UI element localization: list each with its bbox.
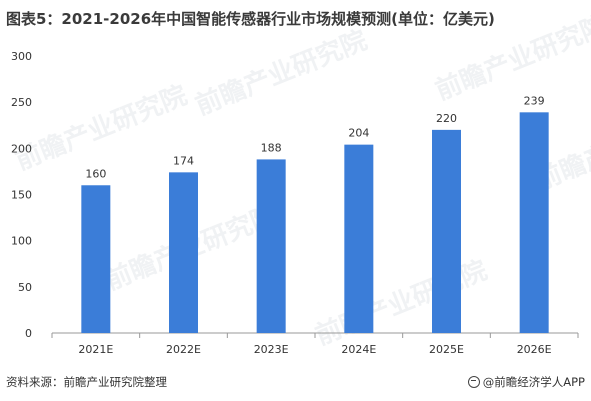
x-tick-label: 2023E xyxy=(254,343,289,356)
watermark-text: 前瞻产业研究院 xyxy=(11,80,191,177)
bar-series xyxy=(81,112,549,333)
source-note: 资料来源：前瞻产业研究院整理 xyxy=(6,375,167,389)
y-axis: 0 50 100 150 200 250 300 xyxy=(11,50,32,340)
bar-2023E xyxy=(256,159,286,333)
bar-2022E xyxy=(169,172,198,333)
x-tick-label: 2022E xyxy=(166,343,201,356)
bar-2026E xyxy=(519,112,549,333)
brand-credit: @前瞻经济学人APP xyxy=(467,374,585,390)
x-axis: 2021E 2022E 2023E 2024E 2025E 2026E xyxy=(51,332,579,356)
chart-title: 图表5：2021-2026年中国智能传感器行业市场规模预测(单位：亿美元) xyxy=(6,10,495,28)
data-label: 204 xyxy=(348,127,369,140)
bar-2024E xyxy=(344,144,374,333)
watermark-text: 前瞻产业研究院 xyxy=(191,25,371,122)
bar-2025E xyxy=(432,129,461,333)
y-tick-label: 50 xyxy=(18,281,32,294)
watermark-text: 前瞻产业研究院 xyxy=(431,10,591,107)
x-tick-label: 2026E xyxy=(517,343,552,356)
y-tick-label: 150 xyxy=(11,189,32,202)
watermark-text: 前瞻产业研究院 xyxy=(311,255,491,352)
data-labels: 160 174 188 204 220 239 xyxy=(85,94,544,180)
data-label: 174 xyxy=(173,154,194,167)
x-tick-label: 2025E xyxy=(429,343,464,356)
y-tick-label: 200 xyxy=(11,142,32,155)
data-label: 188 xyxy=(261,141,282,154)
y-tick-label: 0 xyxy=(25,327,32,340)
y-tick-label: 300 xyxy=(11,50,32,63)
brand-logo-icon xyxy=(467,376,480,388)
y-tick-label: 100 xyxy=(11,235,32,248)
data-label: 239 xyxy=(524,94,545,107)
brand-credit-text: @前瞻经济学人APP xyxy=(482,375,585,389)
x-tick-label: 2024E xyxy=(341,343,376,356)
data-label: 160 xyxy=(85,167,106,180)
data-label: 220 xyxy=(436,112,457,125)
y-tick-label: 250 xyxy=(11,96,32,109)
x-tick-label: 2021E xyxy=(78,343,113,356)
bar-2021E xyxy=(81,185,111,333)
